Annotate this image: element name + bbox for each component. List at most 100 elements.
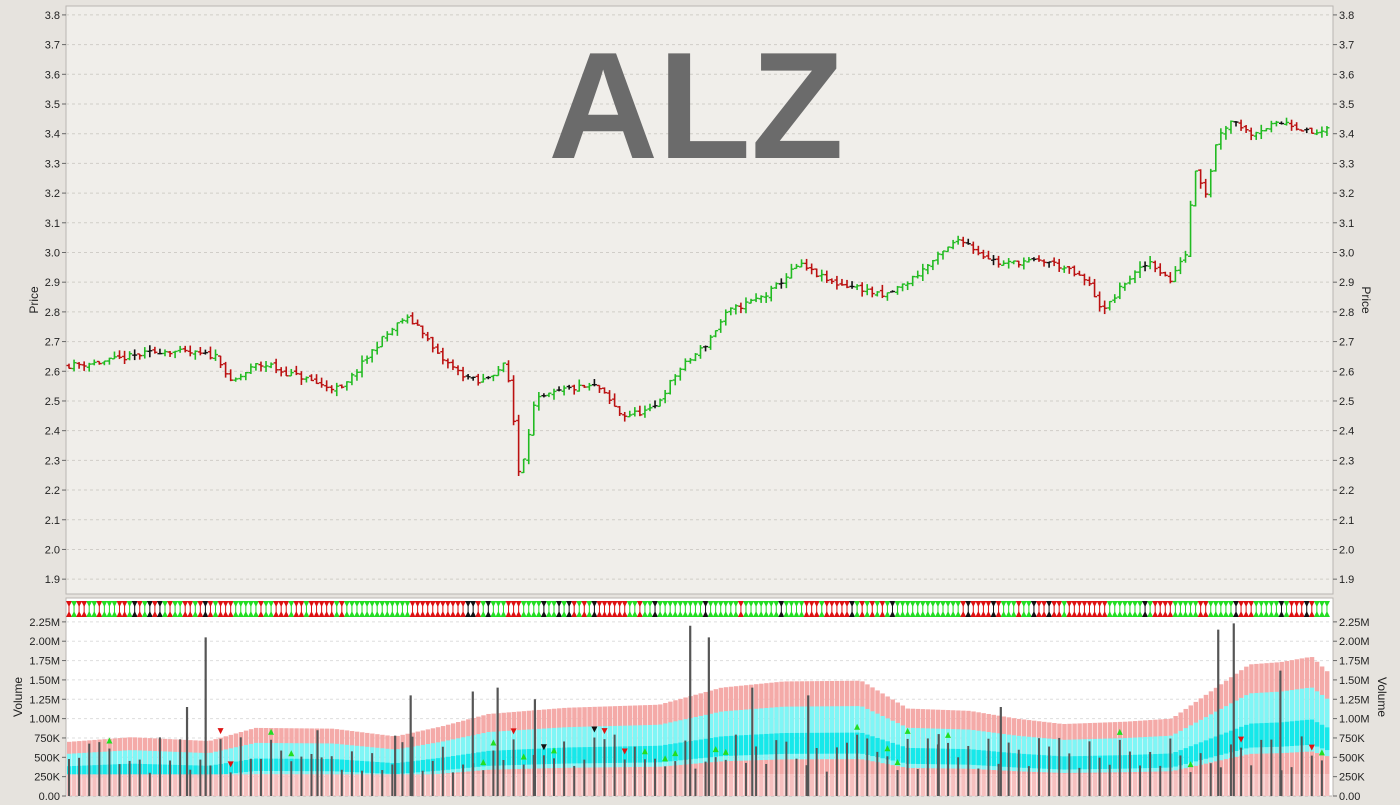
volume-band-inner: [956, 748, 961, 765]
volume-signal-marker: [1308, 744, 1315, 751]
volume-band-inner: [1188, 746, 1193, 763]
direction-marker: [1233, 601, 1240, 617]
volume-band-base: [779, 774, 784, 796]
volume-band-inner: [1052, 755, 1057, 770]
direction-marker: [550, 601, 557, 617]
volume-band-mid: [642, 725, 648, 767]
direction-marker: [247, 601, 254, 617]
direction-marker: [818, 601, 825, 617]
direction-marker: [1076, 601, 1083, 617]
volume-band-inner: [738, 735, 744, 756]
volume-band-inner: [663, 744, 668, 762]
direction-marker: [81, 601, 88, 617]
volume-signal-marker: [1116, 728, 1123, 735]
volume-signal-marker: [520, 753, 527, 760]
volume-band-inner: [567, 747, 572, 764]
direction-marker: [1066, 601, 1073, 617]
volume-band-inner: [1228, 730, 1234, 753]
volume-band-base: [647, 774, 653, 796]
direction-marker: [1187, 601, 1194, 617]
volume-signal-marker: [641, 748, 648, 755]
volume-tick-label-left: 1.25M: [29, 694, 60, 706]
direction-marker: [237, 601, 244, 617]
volume-band-inner: [1183, 748, 1188, 764]
direction-marker: [424, 601, 431, 617]
direction-marker: [561, 601, 568, 617]
volume-band-base: [951, 774, 956, 796]
direction-marker: [1101, 601, 1108, 617]
direction-marker: [864, 601, 871, 617]
volume-band-base: [274, 774, 279, 796]
volume-band-inner: [850, 732, 855, 754]
direction-marker: [268, 601, 275, 617]
direction-marker: [161, 601, 168, 617]
volume-band-inner: [880, 739, 885, 759]
volume-band-mid: [567, 727, 572, 768]
volume-band-base: [577, 774, 582, 796]
volume-band-mid: [1072, 739, 1077, 773]
volume-band-inner: [940, 748, 946, 765]
volume-band-inner: [1299, 720, 1305, 746]
volume-band-base: [880, 774, 885, 796]
volume-signal-marker: [712, 746, 719, 753]
volume-band-base: [1132, 774, 1138, 796]
volume-band-base: [1153, 774, 1158, 796]
direction-marker: [116, 601, 123, 617]
volume-band-inner: [142, 764, 148, 775]
volume-band-inner: [951, 748, 956, 765]
volume-band-inner: [233, 761, 239, 773]
volume-signal-marker: [894, 759, 901, 766]
volume-band-inner: [274, 758, 279, 772]
volume-band-base: [476, 774, 481, 796]
volume-tick-label-right: 1.25M: [1339, 694, 1370, 706]
volume-band-base: [567, 774, 572, 796]
price-tick-label-right: 2.3: [1339, 455, 1354, 467]
direction-marker: [1192, 601, 1199, 617]
volume-band-inner: [930, 748, 936, 765]
direction-marker: [136, 601, 143, 617]
direction-marker: [707, 601, 714, 617]
direction-marker: [722, 601, 729, 617]
volume-band-inner: [380, 762, 385, 774]
direction-marker: [672, 601, 679, 617]
volume-band-base: [718, 774, 724, 796]
price-tick-label-right: 2.8: [1339, 307, 1354, 319]
volume-band-inner: [622, 746, 628, 763]
direction-marker: [182, 601, 189, 617]
volume-band-inner: [703, 738, 709, 758]
direction-marker: [1177, 601, 1184, 617]
direction-marker: [455, 601, 462, 617]
direction-marker: [631, 601, 638, 617]
volume-signal-marker: [490, 739, 497, 746]
direction-marker: [571, 601, 578, 617]
volume-tick-label-right: 2.25M: [1339, 617, 1370, 629]
direction-marker: [1051, 601, 1058, 617]
volume-band-inner: [420, 759, 426, 772]
direction-marker: [687, 601, 694, 617]
volume-band-inner: [597, 746, 602, 764]
volume-band-base: [627, 774, 633, 796]
direction-marker: [71, 601, 78, 617]
volume-signal-marker: [722, 748, 729, 755]
direction-marker: [1010, 601, 1017, 617]
volume-band-base: [1031, 774, 1037, 796]
volume-band-base: [991, 774, 996, 796]
volume-band-base: [769, 774, 774, 796]
direction-marker: [313, 601, 320, 617]
direction-marker: [343, 601, 350, 617]
volume-band-inner: [557, 747, 562, 764]
volume-band-inner: [1092, 755, 1098, 770]
direction-marker: [278, 601, 285, 617]
volume-band-inner: [501, 750, 506, 766]
price-tick-label-right: 3.7: [1339, 40, 1354, 52]
volume-signal-marker: [904, 727, 911, 734]
volume-tick-label-left: 1.75M: [29, 656, 60, 668]
volume-band-mid: [324, 743, 330, 775]
volume-band-inner: [395, 762, 400, 774]
volume-tick-label-right: 1.75M: [1339, 656, 1370, 668]
volume-band-base: [516, 774, 522, 796]
direction-marker: [298, 601, 305, 617]
volume-band-mid: [1178, 730, 1183, 770]
volume-band-inner: [461, 754, 466, 769]
direction-marker: [172, 601, 179, 617]
